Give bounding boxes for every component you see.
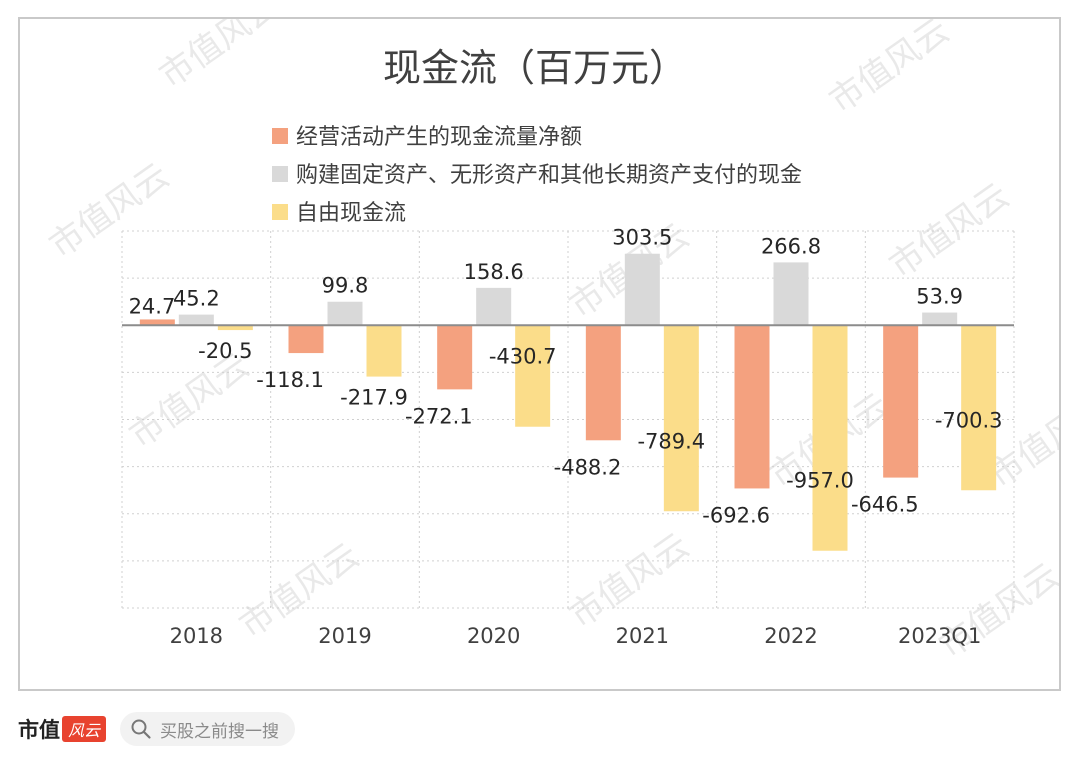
data-label: -700.3 (935, 408, 1003, 432)
legend: 经营活动产生的现金流量净额购建固定资产、无形资产和其他长期资产支付的现金自由现金… (272, 125, 802, 226)
category-label: 2018 (170, 624, 223, 648)
bar (624, 253, 660, 326)
search-placeholder: 买股之前搜一搜 (160, 721, 280, 742)
data-label: -430.7 (489, 345, 557, 369)
bar (288, 325, 324, 354)
bar (139, 319, 175, 326)
data-label: -20.5 (198, 339, 252, 363)
bar (663, 325, 699, 512)
data-label: 45.2 (173, 287, 220, 311)
data-label: -217.9 (340, 386, 408, 410)
data-label: 53.9 (916, 285, 963, 309)
watermark-text: 市值风云 (152, 19, 286, 96)
data-label: 24.7 (129, 294, 176, 318)
plot-area: 24.7 -118.1 -272.1 -488.2 -692.6 -646.5 45.2 99… (121, 226, 1015, 648)
bar (327, 301, 363, 326)
legend-swatch (272, 204, 288, 220)
watermark-text: 市值风云 (932, 556, 1059, 667)
legend-label: 自由现金流 (296, 201, 406, 226)
legend-label: 经营活动产生的现金流量净额 (296, 125, 582, 150)
bar (515, 325, 551, 427)
watermark-text: 市值风云 (42, 156, 176, 267)
bar (217, 325, 253, 331)
bar (734, 325, 770, 489)
category-label: 2020 (467, 624, 520, 648)
chart-card: 市值风云市值风云市值风云市值风云市值风云市值风云市值风云市值风云市值风云市值风云… (18, 17, 1061, 691)
data-label: -646.5 (851, 493, 919, 517)
brand-name: 市值 (18, 717, 60, 742)
brand-logo: 风云 (62, 716, 107, 742)
data-label: -118.1 (256, 368, 324, 392)
category-label: 2023Q1 (898, 624, 981, 648)
data-label: -692.6 (702, 503, 770, 527)
data-label: -488.2 (554, 455, 622, 479)
chart-title: 现金流（百万元） (383, 46, 687, 90)
legend-label: 购建固定资产、无形资产和其他长期资产支付的现金 (296, 163, 802, 188)
bar (476, 287, 512, 326)
category-label: 2019 (318, 624, 371, 648)
data-label: -272.1 (405, 404, 473, 428)
category-label: 2022 (764, 624, 817, 648)
bar (585, 325, 621, 441)
data-label: -957.0 (786, 469, 854, 493)
chart-svg: 市值风云市值风云市值风云市值风云市值风云市值风云市值风云市值风云市值风云市值风云… (42, 19, 1059, 667)
data-label: 303.5 (612, 226, 672, 250)
legend-swatch (272, 128, 288, 144)
category-label: 2021 (616, 624, 669, 648)
search-box[interactable]: 买股之前搜一搜 (120, 712, 296, 746)
search-icon (131, 719, 151, 739)
watermark-text: 市值风云 (562, 526, 696, 637)
bar (812, 325, 848, 551)
data-label: 99.8 (322, 274, 369, 298)
bar (366, 325, 402, 377)
bar (178, 314, 214, 326)
legend-swatch (272, 166, 288, 182)
bar (437, 325, 473, 390)
data-label: 158.6 (464, 260, 524, 284)
footer: 市值 风云 买股之前搜一搜 (18, 711, 618, 747)
bar (773, 262, 809, 326)
bar (961, 325, 997, 491)
watermark-text: 市值风云 (822, 19, 956, 121)
bar (922, 312, 958, 326)
bar (883, 325, 919, 478)
data-label: -789.4 (637, 429, 705, 453)
data-label: 266.8 (761, 234, 821, 258)
